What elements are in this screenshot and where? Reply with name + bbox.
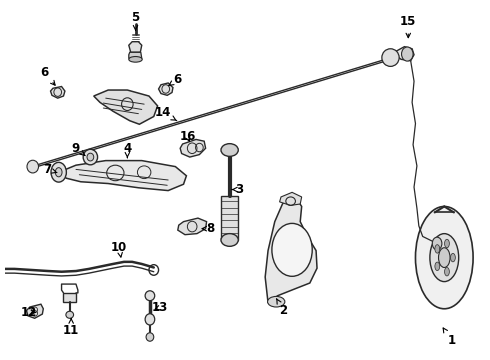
- Text: 16: 16: [179, 130, 196, 143]
- Text: 3: 3: [232, 183, 244, 196]
- Ellipse shape: [272, 224, 312, 276]
- Ellipse shape: [27, 160, 39, 173]
- Ellipse shape: [55, 168, 62, 177]
- Text: 7: 7: [43, 163, 57, 176]
- Text: 15: 15: [400, 15, 416, 38]
- Text: 11: 11: [63, 319, 79, 337]
- Polygon shape: [393, 47, 414, 61]
- Text: 10: 10: [111, 240, 127, 257]
- Ellipse shape: [87, 153, 94, 161]
- Polygon shape: [59, 161, 186, 190]
- Ellipse shape: [145, 291, 155, 301]
- Polygon shape: [280, 192, 302, 206]
- Polygon shape: [129, 42, 142, 52]
- Ellipse shape: [382, 49, 399, 66]
- Polygon shape: [178, 218, 207, 235]
- Ellipse shape: [51, 162, 66, 182]
- Ellipse shape: [145, 314, 155, 325]
- Text: 2: 2: [276, 299, 288, 317]
- Text: 6: 6: [169, 73, 182, 86]
- Ellipse shape: [444, 239, 449, 248]
- Polygon shape: [64, 293, 76, 302]
- Ellipse shape: [268, 296, 285, 307]
- Ellipse shape: [66, 311, 74, 318]
- Polygon shape: [129, 52, 142, 58]
- Polygon shape: [265, 197, 317, 303]
- Polygon shape: [26, 304, 43, 318]
- Text: 6: 6: [40, 66, 55, 85]
- Polygon shape: [159, 83, 173, 95]
- Text: 12: 12: [21, 306, 37, 319]
- Ellipse shape: [450, 253, 455, 262]
- Ellipse shape: [444, 267, 449, 276]
- Text: 8: 8: [202, 222, 215, 235]
- Ellipse shape: [129, 57, 142, 62]
- Text: 13: 13: [151, 301, 168, 314]
- Polygon shape: [180, 139, 206, 157]
- Ellipse shape: [221, 144, 238, 156]
- Text: 5: 5: [131, 11, 140, 30]
- Ellipse shape: [83, 149, 98, 165]
- Ellipse shape: [439, 248, 450, 267]
- Ellipse shape: [221, 234, 238, 246]
- Polygon shape: [94, 90, 158, 124]
- Text: 14: 14: [155, 107, 177, 121]
- Text: 4: 4: [123, 142, 131, 158]
- Text: 1: 1: [443, 328, 456, 347]
- Ellipse shape: [435, 262, 440, 271]
- Ellipse shape: [430, 234, 459, 282]
- Text: 9: 9: [72, 142, 85, 156]
- Ellipse shape: [146, 333, 154, 341]
- Ellipse shape: [416, 206, 473, 309]
- Ellipse shape: [435, 245, 440, 253]
- Ellipse shape: [432, 237, 442, 250]
- Polygon shape: [50, 86, 65, 98]
- Polygon shape: [221, 196, 238, 240]
- Ellipse shape: [401, 47, 413, 61]
